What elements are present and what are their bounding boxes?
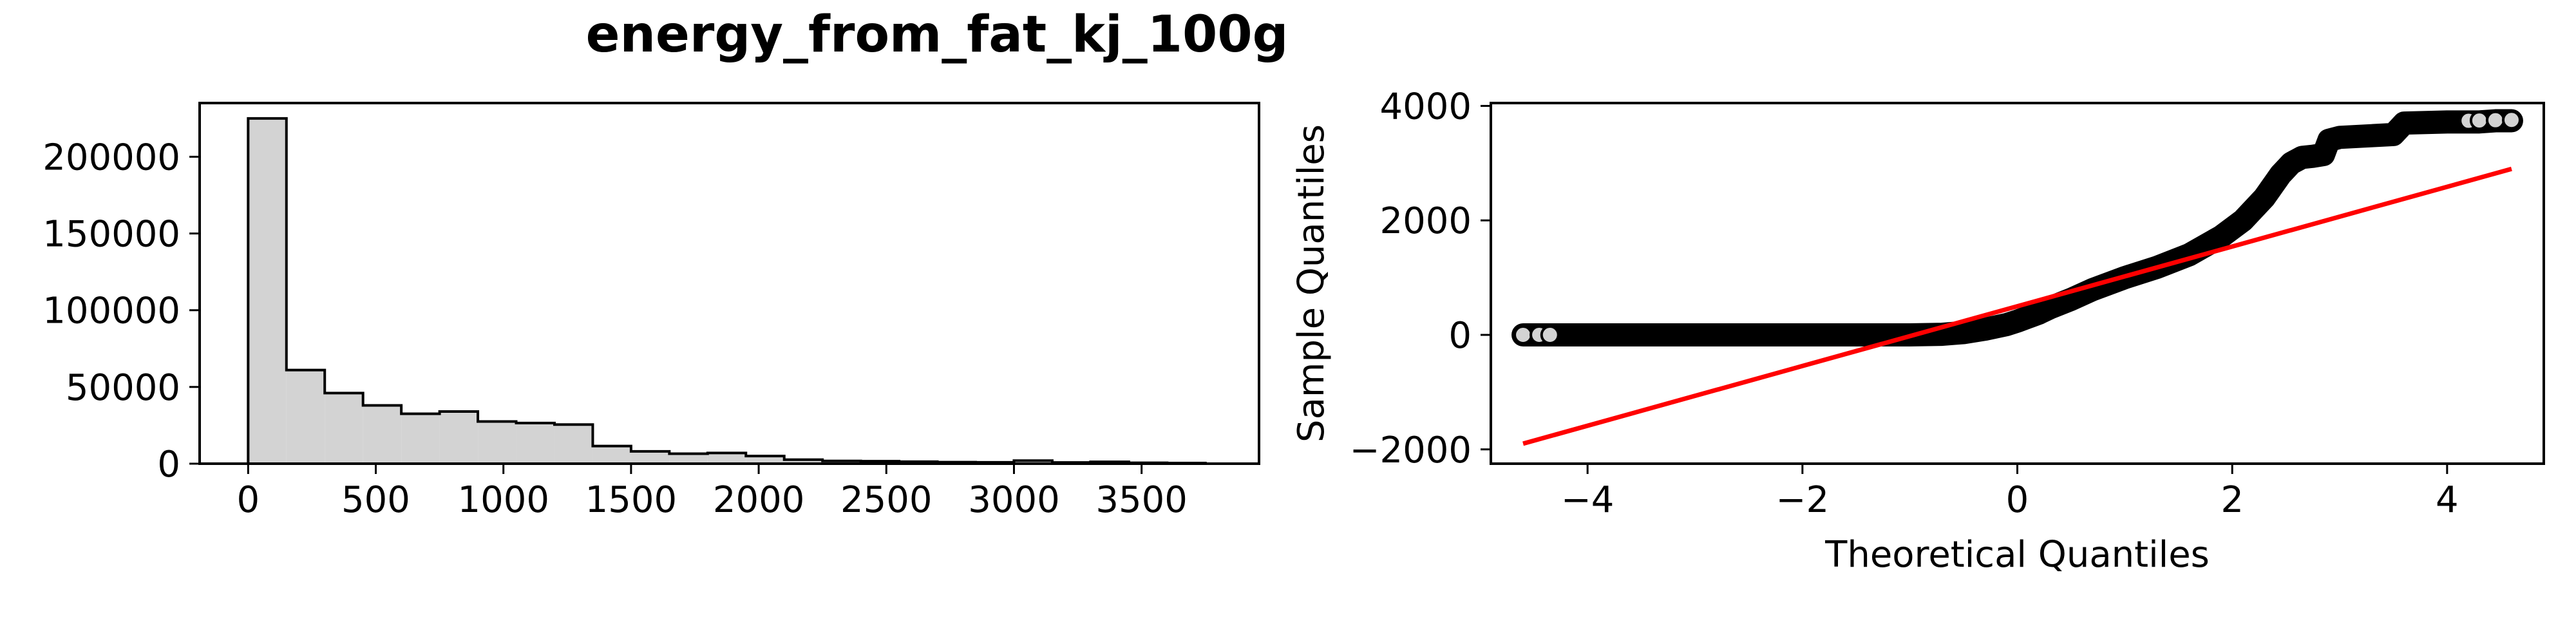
histogram-bar <box>822 460 861 464</box>
qq-sample-point <box>2501 110 2521 130</box>
histogram-bar <box>1014 460 1052 464</box>
qq-sample-point <box>2469 111 2489 131</box>
histogram-x-tick-label: 0 <box>236 479 260 521</box>
qq-reference-line <box>1522 166 2512 446</box>
histogram-bar <box>630 451 670 464</box>
histogram-bar <box>286 370 325 464</box>
histogram-y-ticks: 0 50000 100000 150000 200000 <box>43 137 200 486</box>
qq-y-tick-label: 0 <box>1448 315 1472 357</box>
qq-x-axis-label: Theoretical Quantiles <box>1824 534 2210 576</box>
qq-y-tick-label: 4000 <box>1379 86 1472 128</box>
histogram-bar <box>401 413 440 464</box>
qq-sample-points-band <box>1511 109 2523 346</box>
histogram-x-tick-label: 2000 <box>713 479 805 521</box>
qq-plot-panel: −4 −2 0 2 4 −2000 0 2000 4000 Theoretical Quant… <box>1291 86 2545 576</box>
qq-x-ticks: −4 −2 0 2 4 <box>1561 464 2459 521</box>
histogram-y-tick-label: 100000 <box>43 290 180 332</box>
histogram-bar <box>516 422 554 464</box>
histogram-x-tick-label: 1000 <box>457 479 549 521</box>
histogram-bar <box>478 421 516 464</box>
histogram-bar <box>784 459 823 464</box>
histogram-y-tick-label: 150000 <box>43 214 180 256</box>
histogram-x-tick-label: 2500 <box>840 479 933 521</box>
histogram-bar <box>554 424 593 464</box>
qq-y-tick-label: 2000 <box>1379 200 1472 242</box>
histogram-x-tick-label: 3500 <box>1095 479 1188 521</box>
histogram-bar <box>325 393 363 464</box>
histogram-bar <box>746 456 784 464</box>
qq-sample-point <box>2485 110 2505 130</box>
histogram-bar <box>592 446 631 464</box>
histogram-plot-frame <box>198 102 1260 465</box>
histogram-y-tick-label: 0 <box>157 444 180 486</box>
qq-x-tick-label: −2 <box>1776 479 1830 521</box>
histogram-bar <box>669 453 708 464</box>
histogram-x-tick-label: 1500 <box>585 479 677 521</box>
histogram-panel: 0 500 1000 1500 2000 2500 3000 3500 0 50000 10000… <box>43 102 1260 521</box>
qq-sample-point <box>1540 325 1560 345</box>
qq-x-tick-label: 4 <box>2436 479 2459 521</box>
histogram-outline <box>247 117 1207 465</box>
histogram-y-tick-label: 50000 <box>66 367 180 409</box>
qq-x-tick-label: 0 <box>2006 479 2029 521</box>
qq-x-tick-label: −4 <box>1561 479 1615 521</box>
figure-title: energy_from_fat_kj_100g <box>586 6 1289 64</box>
histogram-bar <box>439 411 478 464</box>
histogram-bar <box>363 405 402 464</box>
qq-y-tick-label: −2000 <box>1350 430 1472 471</box>
histogram-bars <box>247 117 1207 465</box>
qq-sample-points <box>1511 109 2523 346</box>
qq-reference-line-path <box>1522 166 2512 446</box>
qq-sample-point <box>1513 325 1533 345</box>
qq-y-ticks: −2000 0 2000 4000 <box>1350 86 1491 471</box>
qq-x-tick-label: 2 <box>2221 479 2244 521</box>
qq-y-axis-label: Sample Quantiles <box>1291 124 1332 442</box>
histogram-x-tick-label: 3000 <box>968 479 1060 521</box>
histogram-y-tick-label: 200000 <box>43 137 180 178</box>
histogram-bar <box>248 118 287 464</box>
histogram-x-tick-label: 500 <box>341 479 410 521</box>
histogram-x-ticks: 0 500 1000 1500 2000 2500 3000 3500 <box>236 464 1188 521</box>
histogram-bar <box>707 453 746 464</box>
qq-plot-frame <box>1490 102 2545 465</box>
